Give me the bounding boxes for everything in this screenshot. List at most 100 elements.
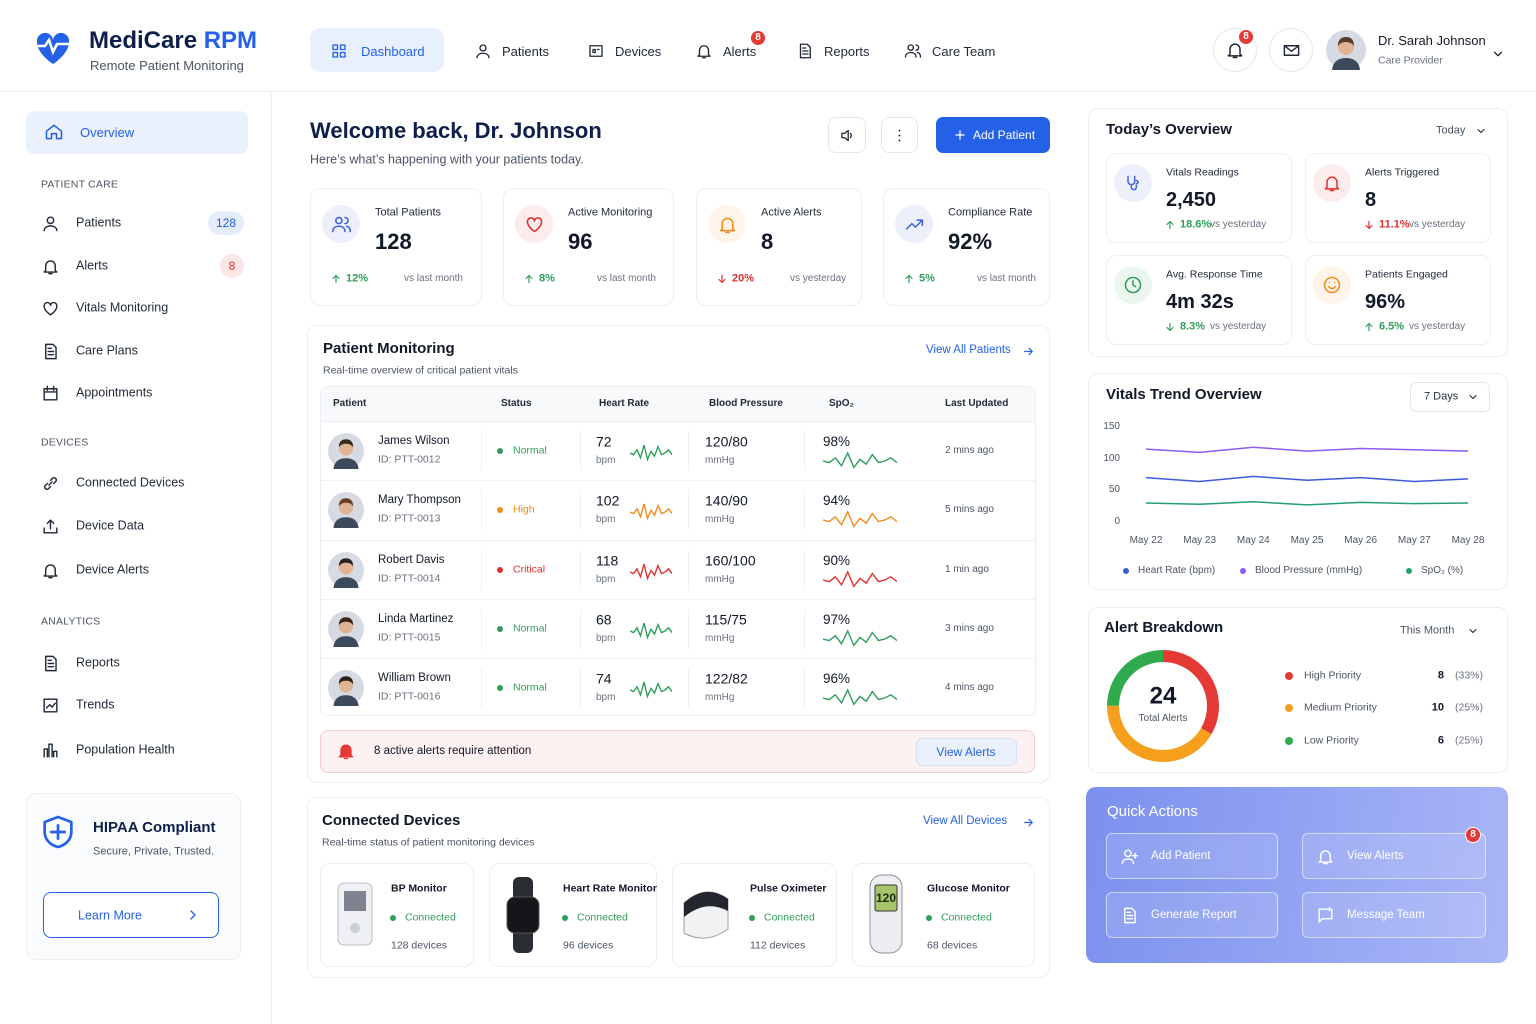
nav-link[interactable]: Dashboard: [361, 44, 425, 60]
period-select[interactable]: [1410, 382, 1490, 412]
change-value: 18.6%: [1180, 218, 1212, 231]
icon-path: [955, 130, 965, 140]
device-name: BP Monitor: [391, 882, 447, 895]
sidebar-link[interactable]: Overview: [80, 125, 135, 141]
sparkline-path: [630, 563, 672, 581]
nav-link[interactable]: Devices: [615, 44, 662, 60]
device-name: Heart Rate Monitor: [563, 882, 657, 895]
notification-button[interactable]: [1213, 28, 1257, 72]
quick-action-label: Generate Report: [1151, 909, 1237, 922]
icon: [338, 744, 354, 760]
patient-name[interactable]: Robert Davis: [378, 553, 445, 566]
icon-path: [476, 44, 490, 59]
badge: [750, 30, 766, 46]
patient-name[interactable]: James Wilson: [378, 435, 450, 448]
icon-path: [1323, 276, 1341, 294]
avatar-head: [338, 678, 354, 693]
period-select[interactable]: This Month: [1400, 624, 1455, 637]
device-button: [350, 923, 360, 933]
avatar: [328, 492, 364, 529]
icon: [589, 45, 603, 57]
cell-divider: [580, 431, 581, 471]
legend-label: SpO₂ (%): [1421, 565, 1464, 576]
status-dot: [497, 507, 503, 514]
nav-link[interactable]: Patients: [502, 44, 549, 60]
icon: [1023, 347, 1033, 355]
cell-divider: [688, 490, 689, 531]
patient-name[interactable]: Linda Martinez: [378, 612, 454, 625]
nav-link[interactable]: Reports: [824, 44, 870, 60]
sidebar-link[interactable]: Vitals Monitoring: [76, 300, 169, 315]
legend-dot: [1123, 568, 1129, 574]
icon-path: [589, 45, 603, 57]
sidebar-link[interactable]: Alerts: [76, 258, 108, 273]
icon: [42, 518, 58, 534]
view-all-link[interactable]: View All Devices: [923, 815, 1008, 828]
avatar-body: [333, 517, 359, 529]
alert-priority-share: (25%): [1455, 701, 1484, 714]
x-tick-label: May 22: [1129, 535, 1163, 546]
add-patient-button[interactable]: [936, 117, 1050, 153]
icon-path: [44, 343, 57, 359]
cell-divider: [688, 549, 689, 590]
badge: [1465, 827, 1481, 843]
nav-link[interactable]: Alerts: [723, 44, 757, 60]
icon-path: [1123, 907, 1136, 923]
icon: [905, 218, 923, 230]
quick-action-button[interactable]: [1302, 892, 1486, 938]
view-alerts-button[interactable]: [916, 738, 1017, 766]
section-title: Vitals Trend Overview: [1106, 386, 1262, 403]
quick-action-button[interactable]: [1302, 833, 1486, 879]
sidebar-link[interactable]: Appointments: [76, 385, 153, 400]
icon: [1121, 848, 1138, 864]
icon-path: [905, 218, 923, 230]
alert-priority-share: (33%): [1455, 669, 1484, 682]
heart-rate-unit: bpm: [596, 514, 616, 526]
nav-active[interactable]: [310, 28, 444, 72]
icon: [526, 216, 542, 232]
heart-rate-value: 72: [596, 433, 612, 450]
icon-path: [1283, 44, 1299, 56]
cell-divider: [481, 608, 482, 649]
icon-path: [332, 274, 340, 284]
sidebar-link[interactable]: Trends: [76, 697, 115, 712]
last-updated: 3 mins ago: [945, 622, 994, 634]
sound-button[interactable]: [828, 117, 866, 153]
period-select[interactable]: Today: [1436, 124, 1466, 137]
sidebar-overview[interactable]: [26, 111, 248, 154]
patient-name[interactable]: William Brown: [378, 672, 451, 685]
icon-path: [1365, 322, 1373, 332]
patient-id: ID: PTT-0016: [378, 690, 441, 703]
avatar-head: [338, 618, 354, 634]
icon: [1166, 220, 1174, 230]
patient-name[interactable]: Mary Thompson: [378, 494, 461, 507]
device-screen-text: 120: [875, 890, 897, 905]
logo: [35, 32, 71, 64]
sparkline: [630, 504, 672, 521]
icon-path: [42, 518, 58, 534]
icon-path: [1166, 322, 1174, 332]
nav-link[interactable]: Care Team: [932, 44, 996, 60]
sidebar-link[interactable]: Device Alerts: [76, 562, 149, 577]
legend-dot: [1240, 568, 1246, 574]
avatar-body: [333, 576, 359, 588]
y-tick-label: 150: [1103, 421, 1120, 432]
sidebar-link[interactable]: Patients: [76, 215, 122, 230]
change-value: 8.3%: [1180, 320, 1206, 333]
sidebar-link[interactable]: Population Health: [76, 742, 175, 757]
alert-priority-share: (25%): [1455, 734, 1484, 747]
sidebar-link[interactable]: Care Plans: [76, 343, 138, 358]
more-button[interactable]: [881, 117, 918, 153]
x-tick-label: May 27: [1397, 535, 1431, 546]
learn-more-button[interactable]: [43, 892, 219, 938]
sidebar-link[interactable]: Reports: [76, 655, 120, 670]
legend-dot: [1285, 737, 1293, 745]
sidebar-link[interactable]: Device Data: [76, 518, 145, 533]
sidebar-link[interactable]: Connected Devices: [76, 475, 185, 490]
message-button[interactable]: [1269, 28, 1313, 72]
alert-priority-count: 10: [1431, 701, 1444, 714]
column-header: SpO₂: [829, 398, 854, 409]
cell-divider: [481, 490, 482, 531]
device-status-dot: [926, 915, 932, 921]
view-all-link[interactable]: View All Patients: [926, 344, 1011, 357]
